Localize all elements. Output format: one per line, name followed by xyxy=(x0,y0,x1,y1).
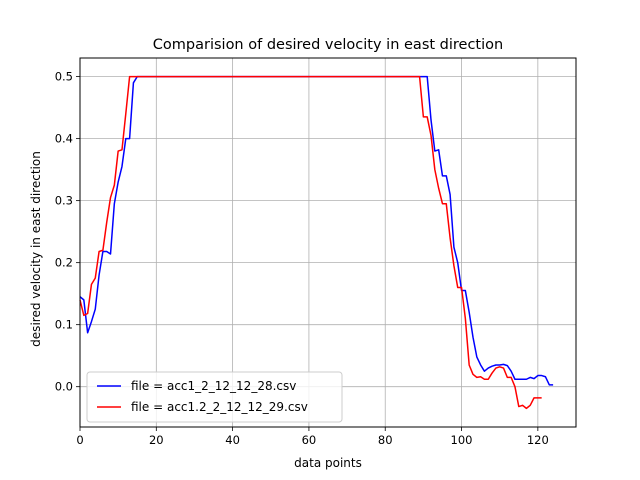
x-tick-label: 120 xyxy=(527,433,549,447)
plot-frame xyxy=(79,57,577,428)
x-tick-label: 80 xyxy=(378,433,393,447)
y-axis-label: desired velocity in east direction xyxy=(29,151,43,347)
chart-title: Comparision of desired velocity in east … xyxy=(153,37,503,53)
y-tick-label: 0.2 xyxy=(55,256,73,270)
y-tick-label: 0.1 xyxy=(55,318,73,332)
series-layer xyxy=(79,75,554,410)
x-axis-label: data points xyxy=(294,456,362,470)
x-tick-label: 40 xyxy=(225,433,240,447)
axes: 0 20 40 60 80 100 120 0.0 0.1 0.2 0.3 0.4 0.5 xyxy=(55,70,549,447)
series-line-1 xyxy=(79,75,554,386)
series-line-2 xyxy=(79,75,542,410)
legend-label: file = acc1_2_12_12_28.csv xyxy=(131,379,296,393)
legend-label: file = acc1.2_2_12_12_29.csv xyxy=(131,400,308,414)
x-tick-label: 0 xyxy=(76,433,83,447)
y-tick-label: 0.0 xyxy=(55,380,73,394)
y-tick-label: 0.5 xyxy=(55,70,73,84)
legend-box xyxy=(86,371,343,423)
x-tick-label: 100 xyxy=(451,433,473,447)
x-tick-label: 20 xyxy=(149,433,164,447)
y-tick-label: 0.3 xyxy=(55,194,73,208)
y-tick-label: 0.4 xyxy=(55,132,73,146)
x-tick-label: 60 xyxy=(302,433,317,447)
